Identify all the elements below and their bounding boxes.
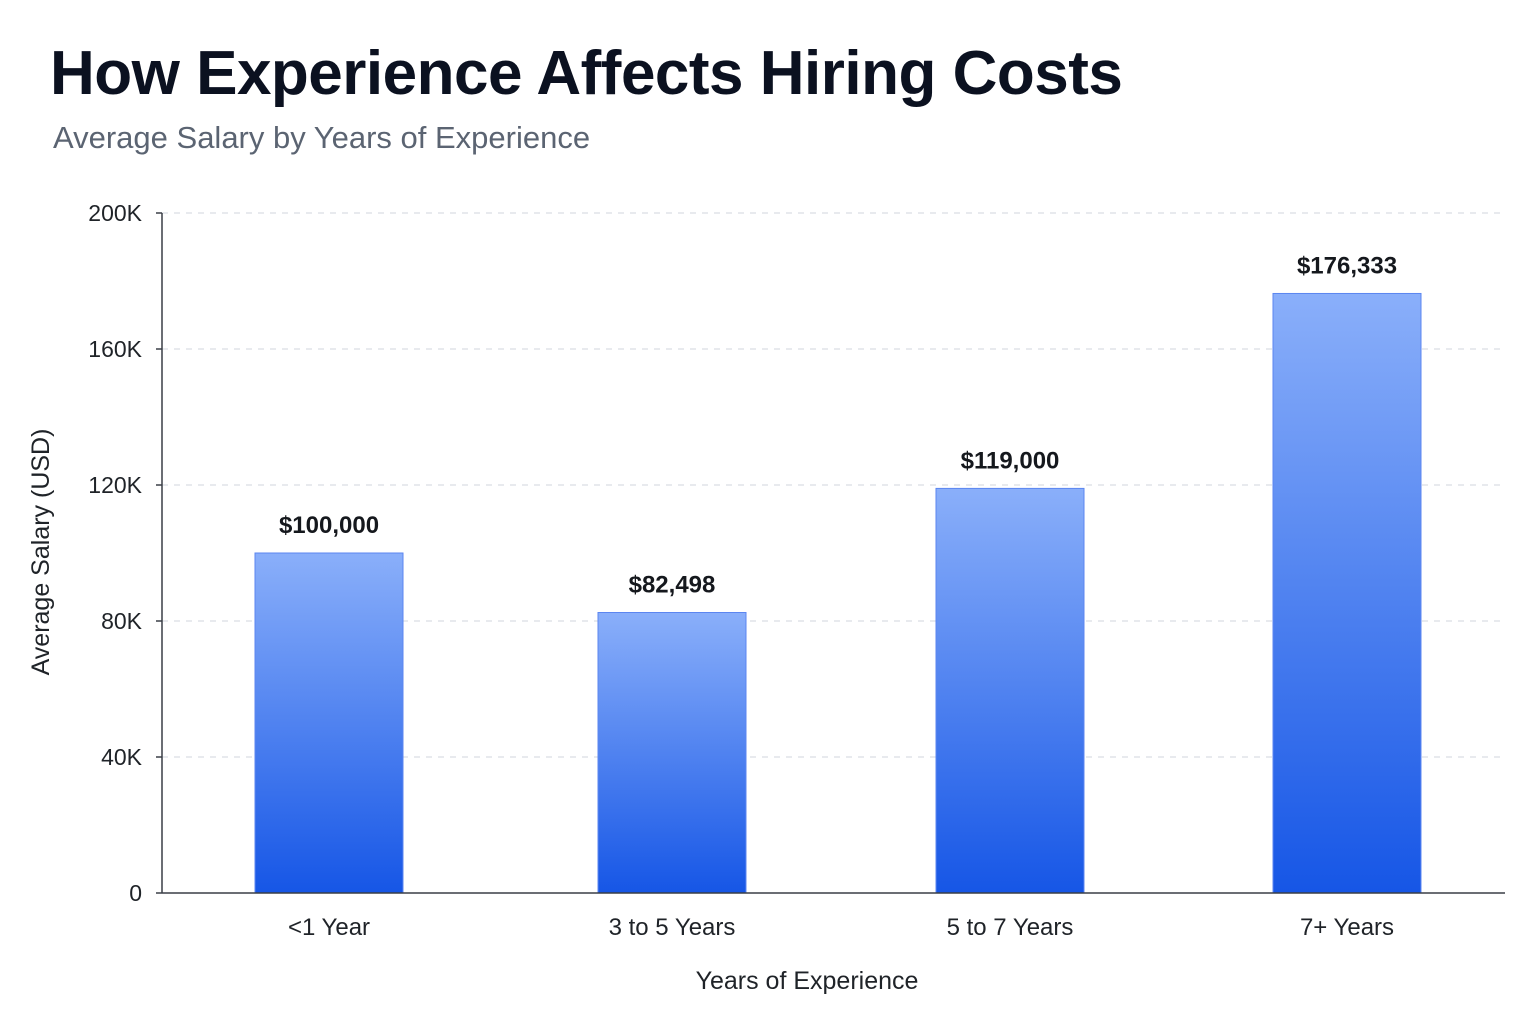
x-tick-label: 3 to 5 Years xyxy=(609,914,736,941)
y-tick-label: 80K xyxy=(101,608,143,634)
bars xyxy=(254,292,1422,894)
x-tick-label: 7+ Years xyxy=(1300,914,1394,941)
bar xyxy=(1272,292,1422,894)
y-tick-label: 200K xyxy=(88,200,142,226)
bar xyxy=(935,487,1085,894)
bar-value-label: $119,000 xyxy=(961,447,1060,474)
axes xyxy=(161,213,1505,894)
y-tick-label: 160K xyxy=(88,336,142,362)
x-axis-title: Years of Experience xyxy=(696,967,919,995)
bar-value-label: $176,333 xyxy=(1297,252,1397,279)
bar-value-label: $100,000 xyxy=(279,512,379,539)
chart-subtitle: Average Salary by Years of Experience xyxy=(53,120,591,155)
y-tick-label: 40K xyxy=(101,744,143,770)
labels: 0 40K 80K 120K 160K 200K $100,000 <1 Year $82,49… xyxy=(88,200,1397,941)
x-tick-label: 5 to 7 Years xyxy=(947,914,1074,941)
bar xyxy=(597,612,747,894)
y-tick-label: 0 xyxy=(129,880,142,906)
y-axis-title: Average Salary (USD) xyxy=(27,429,55,676)
chart-title: How Experience Affects Hiring Costs xyxy=(50,39,1123,108)
bar xyxy=(254,552,404,894)
y-tick-label: 120K xyxy=(88,472,142,498)
bar-value-label: $82,498 xyxy=(629,572,716,599)
x-tick-label: <1 Year xyxy=(288,914,370,941)
